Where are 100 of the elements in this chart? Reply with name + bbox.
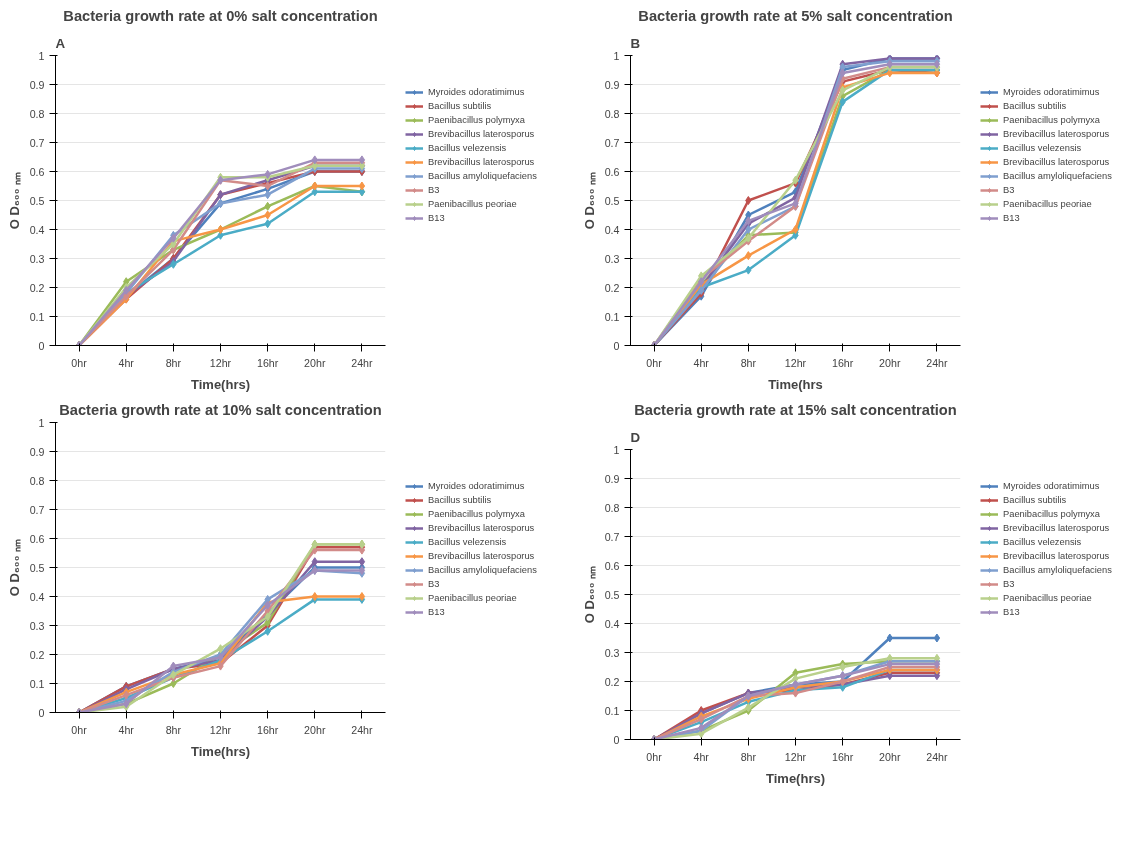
- y-tick-label: 0.4: [604, 617, 620, 630]
- legend-label: Paenibacillus peoriae: [1003, 198, 1092, 209]
- legend-label: Bacillus subtilis: [428, 494, 492, 505]
- y-tick-label: 0.3: [604, 646, 620, 659]
- y-axis-title: O D₆₀₀ ₙₘ: [581, 171, 597, 230]
- y-tick-label: 0: [613, 733, 620, 746]
- y-tick-label: 0.8: [29, 474, 45, 487]
- legend-label: Paenibacillus polymyxa: [428, 114, 525, 125]
- legend-label: B3: [1003, 578, 1016, 589]
- y-tick-label: 0.2: [604, 675, 620, 688]
- y-tick-label: 0.2: [29, 648, 45, 661]
- legend-label: Myroides odoratimimus: [1003, 480, 1100, 491]
- y-tick-label: 0.2: [29, 281, 45, 294]
- y-tick-label: 0: [38, 706, 45, 719]
- x-tick-label: 4hr: [118, 723, 135, 736]
- legend-label: B3: [1003, 184, 1016, 195]
- y-tick-label: 0.8: [29, 107, 45, 120]
- x-tick-label: 24hr: [351, 356, 374, 369]
- legend-label: Myroides odoratimimus: [428, 480, 525, 491]
- x-tick-label: 8hr: [740, 356, 757, 369]
- legend-label: Brevibacillus laterosporus: [428, 128, 535, 139]
- y-axis-title: O D₆₀₀ ₙₘ: [6, 171, 22, 230]
- y-axis-title: O D₆₀₀ ₙₘ: [581, 565, 597, 624]
- x-tick-label: 12hr: [209, 356, 232, 369]
- y-tick-label: 0.6: [29, 165, 45, 178]
- chart-title: Bacteria growth rate at 0% salt concentration: [63, 7, 378, 24]
- legend-label: Bacillus amyloliquefaciens: [1003, 170, 1112, 181]
- y-tick-label: 0.9: [29, 445, 45, 458]
- y-tick-label: 0.3: [29, 252, 45, 265]
- y-tick-label: 0.1: [604, 310, 620, 323]
- x-tick-label: 8hr: [165, 723, 182, 736]
- x-tick-label: 24hr: [926, 750, 949, 763]
- y-tick-label: 0.8: [604, 501, 620, 514]
- legend-label: Brevibacillus laterosporus: [1003, 128, 1110, 139]
- x-tick-label: 4hr: [693, 356, 710, 369]
- x-tick-label: 0hr: [646, 750, 663, 763]
- y-tick-label: 1: [613, 49, 620, 62]
- legend-label: Bacillus subtilis: [1003, 100, 1067, 111]
- y-tick-label: 0.9: [29, 78, 45, 91]
- y-tick-label: 0.2: [604, 281, 620, 294]
- y-tick-label: 0.7: [604, 136, 620, 149]
- legend-label: B13: [428, 606, 446, 617]
- y-tick-label: 0.4: [29, 223, 45, 236]
- x-tick-label: 8hr: [740, 750, 757, 763]
- x-tick-label: 24hr: [926, 356, 949, 369]
- y-tick-label: 0: [38, 339, 45, 352]
- x-tick-label: 0hr: [71, 723, 88, 736]
- y-tick-label: 1: [38, 416, 45, 429]
- y-axis-title: O D₆₀₀ ₙₘ: [6, 538, 22, 597]
- legend-label: Paenibacillus peoriae: [428, 592, 517, 603]
- x-tick-label: 20hr: [879, 356, 901, 369]
- x-axis-title: Time(hrs): [191, 743, 250, 759]
- x-tick-label: 20hr: [304, 723, 326, 736]
- x-tick-label: 16hr: [831, 356, 854, 369]
- legend-label: Paenibacillus polymyxa: [1003, 508, 1100, 519]
- chart-title: Bacteria growth rate at 5% salt concentration: [638, 7, 953, 24]
- y-tick-label: 1: [613, 443, 620, 456]
- x-axis-title: Time(hrs): [766, 770, 825, 786]
- y-tick-label: 0.5: [29, 194, 45, 207]
- x-tick-label: 8hr: [165, 356, 182, 369]
- legend-label: Brevibacillus laterosporus: [1003, 156, 1110, 167]
- legend-label: Bacillus velezensis: [1003, 536, 1082, 547]
- x-tick-label: 16hr: [256, 356, 279, 369]
- legend-label: Brevibacillus laterosporus: [1003, 550, 1110, 561]
- x-tick-label: 0hr: [646, 356, 663, 369]
- legend-label: B13: [1003, 606, 1021, 617]
- legend-label: B13: [428, 212, 446, 223]
- x-tick-label: 24hr: [351, 723, 374, 736]
- legend-label: Brevibacillus laterosporus: [428, 550, 535, 561]
- y-tick-label: 0.4: [604, 223, 620, 236]
- y-tick-label: 0: [613, 339, 620, 352]
- chart-title: Bacteria growth rate at 10% salt concentration: [59, 401, 382, 418]
- legend-label: Bacillus amyloliquefaciens: [428, 170, 537, 181]
- x-tick-label: 4hr: [118, 356, 135, 369]
- text: B: [630, 35, 641, 51]
- legend-label: Brevibacillus laterosporus: [1003, 522, 1110, 533]
- x-tick-label: 20hr: [879, 750, 901, 763]
- chart-title: Bacteria growth rate at 15% salt concentration: [634, 401, 957, 418]
- legend-label: Brevibacillus laterosporus: [428, 522, 535, 533]
- y-tick-label: 0.4: [29, 590, 45, 603]
- legend-label: Brevibacillus laterosporus: [428, 156, 535, 167]
- y-tick-label: 0.6: [604, 165, 620, 178]
- x-tick-label: 16hr: [256, 723, 279, 736]
- y-tick-label: 0.6: [29, 532, 45, 545]
- y-tick-label: 0.3: [604, 252, 620, 265]
- x-tick-label: 20hr: [304, 356, 326, 369]
- legend-label: Bacillus velezensis: [1003, 142, 1082, 153]
- legend-label: B3: [428, 184, 441, 195]
- y-tick-label: 0.7: [29, 503, 45, 516]
- y-tick-label: 0.9: [604, 78, 620, 91]
- legend-label: Bacillus amyloliquefaciens: [1003, 564, 1112, 575]
- x-tick-label: 16hr: [831, 750, 854, 763]
- x-tick-label: 12hr: [209, 723, 232, 736]
- y-tick-label: 0.3: [29, 619, 45, 632]
- y-tick-label: 1: [38, 49, 45, 62]
- legend-label: Bacillus velezensis: [428, 142, 507, 153]
- y-tick-label: 0.5: [29, 561, 45, 574]
- x-axis-title: Time(hrs: [768, 376, 823, 392]
- legend-label: Bacillus velezensis: [428, 536, 507, 547]
- legend-label: Bacillus subtilis: [428, 100, 492, 111]
